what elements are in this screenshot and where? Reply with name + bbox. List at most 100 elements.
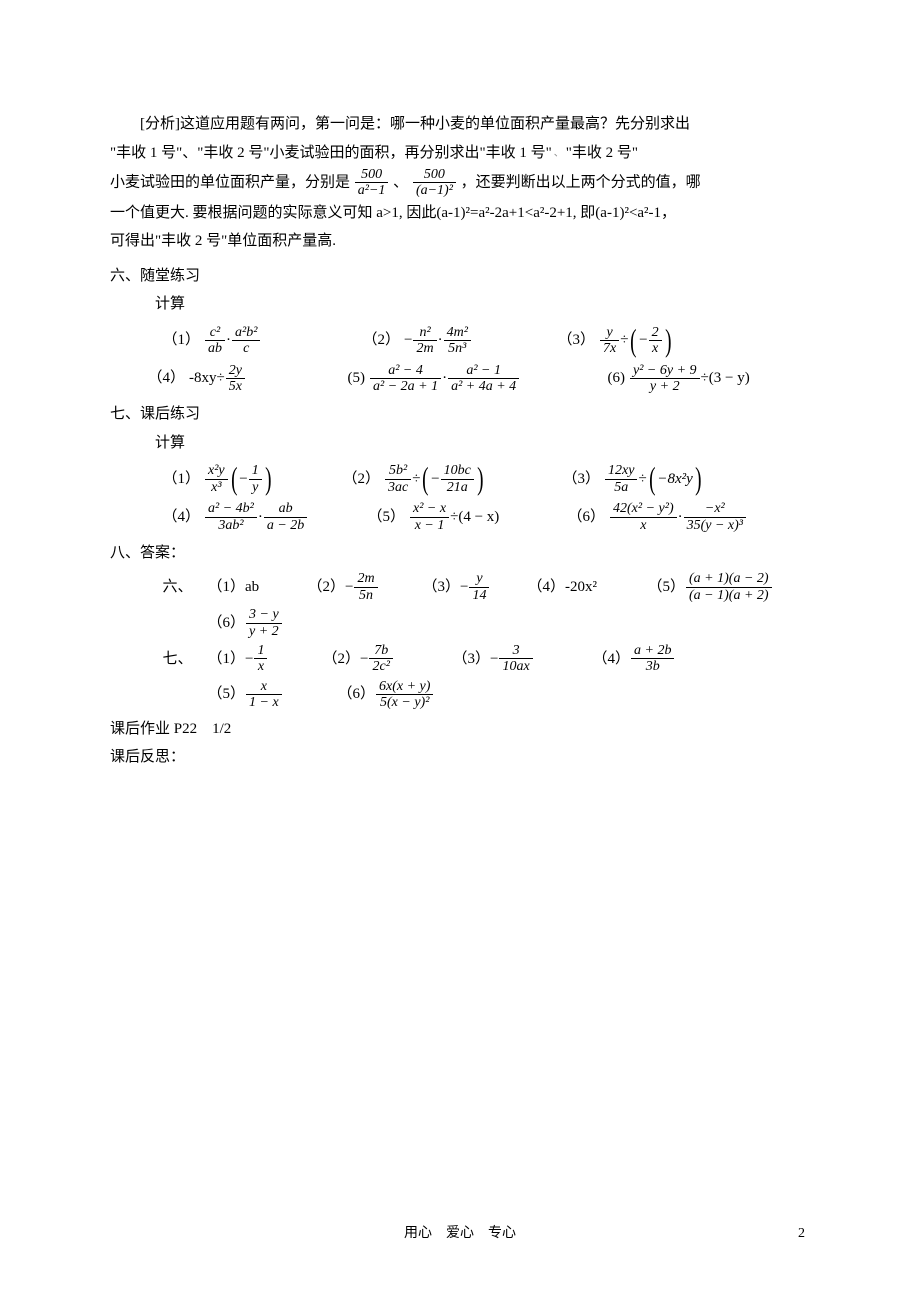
analysis-line5: 可得出"丰收 2 号"单位面积产量高. <box>110 227 810 256</box>
rparen: ) <box>265 466 271 492</box>
numerator: 2m <box>354 571 377 586</box>
analysis-line2: "丰收 1 号"、"丰收 2 号"小麦试验田的面积，再分别求出"丰收 1 号"、… <box>110 139 810 168</box>
a6-5: （5） (a + 1)(a − 2)(a − 1)(a + 2) <box>648 571 773 603</box>
denominator: 2m <box>413 340 436 356</box>
text: 、 <box>393 174 408 190</box>
numerator: n² <box>413 325 436 340</box>
label: （4） <box>148 364 186 393</box>
label: （5） <box>648 573 686 602</box>
denominator: y + 2 <box>630 378 700 394</box>
numerator: 3 − y <box>246 607 282 622</box>
denominator: 5a <box>605 479 637 495</box>
fraction: 4m²5n³ <box>444 325 471 357</box>
q7-1: （1） x²yx³ ( − 1y ) <box>163 463 343 495</box>
numerator: 2y <box>226 363 245 378</box>
section6-row2: （4） -8xy÷ 2y5x (5) a² − 4a² − 2a + 1 · a… <box>110 363 810 395</box>
analysis-line1: [分析]这道应用题有两问，第一问是：哪一种小麦的单位面积产量最高？先分别求出 <box>110 110 810 139</box>
denominator: 3b <box>631 658 674 674</box>
fraction: a² − 1a² + 4a + 4 <box>448 363 519 395</box>
q7-3: （3） 12xy5a ÷ ( −8x²y ) <box>563 463 704 495</box>
fraction: y14 <box>469 571 489 603</box>
footer-motto: 用心 爱心 专心 <box>0 1222 920 1242</box>
label: （4） <box>163 503 201 532</box>
val: -20x² <box>565 573 597 602</box>
fraction: 2m5n <box>354 571 377 603</box>
lparen: ( <box>631 328 637 354</box>
denominator: x <box>649 340 662 356</box>
q6-2: （2） − n²2m · 4m²5n³ <box>363 325 558 357</box>
fraction: n²2m <box>413 325 436 357</box>
label: （5） <box>208 680 246 709</box>
denominator: 1 − x <box>246 694 282 710</box>
op: · <box>438 326 443 355</box>
denominator: x <box>610 517 677 533</box>
label: （6） <box>338 680 376 709</box>
fraction: a² − 4b²3ab² <box>205 501 257 533</box>
neg: − <box>490 645 498 674</box>
separator-dot: 、 <box>554 148 564 159</box>
label: （6） <box>208 609 246 638</box>
denominator: y + 2 <box>246 623 282 639</box>
denominator: x <box>254 658 267 674</box>
q6-6: (6) y² − 6y + 9y + 2 ÷(3 − y) <box>608 363 750 395</box>
page-content: [分析]这道应用题有两问，第一问是：哪一种小麦的单位面积产量最高？先分别求出 "… <box>0 0 920 772</box>
text: "丰收 2 号" <box>566 145 638 161</box>
label: （2） <box>363 326 401 355</box>
fraction: a² − 4a² − 2a + 1 <box>370 363 441 395</box>
numerator: a²b² <box>232 325 260 340</box>
denominator: (a − 1)(a + 2) <box>686 587 772 603</box>
numerator: a² − 4b² <box>205 501 257 516</box>
denominator: 5(x − y)² <box>376 694 433 710</box>
numerator: y <box>469 571 489 586</box>
neg: − <box>404 326 412 355</box>
numerator: x <box>246 679 282 694</box>
numerator: ab <box>264 501 307 516</box>
analysis-line4: 一个值更大. 要根据问题的实际意义可知 a>1, 因此(a-1)²=a²-2a+… <box>110 199 810 228</box>
numerator: x² − x <box>410 501 449 516</box>
label: (5) <box>348 364 366 393</box>
numerator: 10bc <box>441 463 474 478</box>
q7-2: （2） 5b²3ac ÷ ( − 10bc21a ) <box>343 463 563 495</box>
section7-subtitle: 计算 <box>110 429 810 458</box>
numerator: a² − 4 <box>370 363 441 378</box>
denominator: a² + 4a + 4 <box>448 378 519 394</box>
a7-5: （5） x1 − x <box>208 679 338 711</box>
pre: -8xy÷ <box>189 364 225 393</box>
numerator: a² − 1 <box>448 363 519 378</box>
fraction: 1x <box>254 643 267 675</box>
lead: 七、 <box>163 645 208 674</box>
fraction: a + 2b3b <box>631 643 674 675</box>
denominator: a − 2b <box>264 517 307 533</box>
numerator: 500 <box>413 167 456 182</box>
answers-6b: （6） 3 − yy + 2 <box>110 607 810 639</box>
fraction: y² − 6y + 9y + 2 <box>630 363 700 395</box>
label: （1） <box>163 326 201 355</box>
label: （4） <box>528 573 566 602</box>
section6-title: 六、随堂练习 <box>110 262 810 291</box>
q6-1: （1） c²ab · a²b²c <box>163 325 363 357</box>
a6-4: （4） -20x² <box>528 573 648 602</box>
fraction: 42(x² − y²)x <box>610 501 677 533</box>
label: (6) <box>608 364 626 393</box>
label: （3） <box>558 326 596 355</box>
neg: − <box>460 573 468 602</box>
fraction: 12xy5a <box>605 463 637 495</box>
fraction: c²ab <box>205 325 225 357</box>
fraction: 310ax <box>499 643 532 675</box>
a6-1: （1） ab <box>208 573 308 602</box>
numerator: a + 2b <box>631 643 674 658</box>
fraction: a²b²c <box>232 325 260 357</box>
neg: − <box>360 645 368 674</box>
op: ÷(3 − y) <box>701 364 750 393</box>
q6-5: (5) a² − 4a² − 2a + 1 · a² − 1a² + 4a + … <box>348 363 608 395</box>
rparen: ) <box>665 328 671 354</box>
neg: − <box>431 465 439 494</box>
label: （2） <box>323 645 361 674</box>
denominator: 21a <box>441 479 474 495</box>
op: · <box>258 503 263 532</box>
section6-subtitle: 计算 <box>110 290 810 319</box>
label: （3） <box>423 573 461 602</box>
label: （3） <box>453 645 491 674</box>
numerator: 1 <box>249 463 262 478</box>
fraction: 6x(x + y)5(x − y)² <box>376 679 433 711</box>
